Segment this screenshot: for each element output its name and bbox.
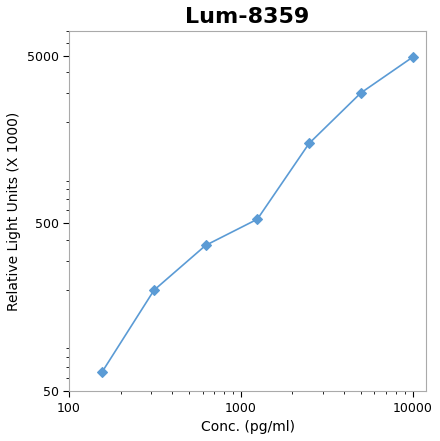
- X-axis label: Conc. (pg/ml): Conc. (pg/ml): [201, 420, 294, 434]
- Y-axis label: Relative Light Units (X 1000): Relative Light Units (X 1000): [7, 112, 21, 311]
- Title: Lum-8359: Lum-8359: [185, 7, 310, 27]
